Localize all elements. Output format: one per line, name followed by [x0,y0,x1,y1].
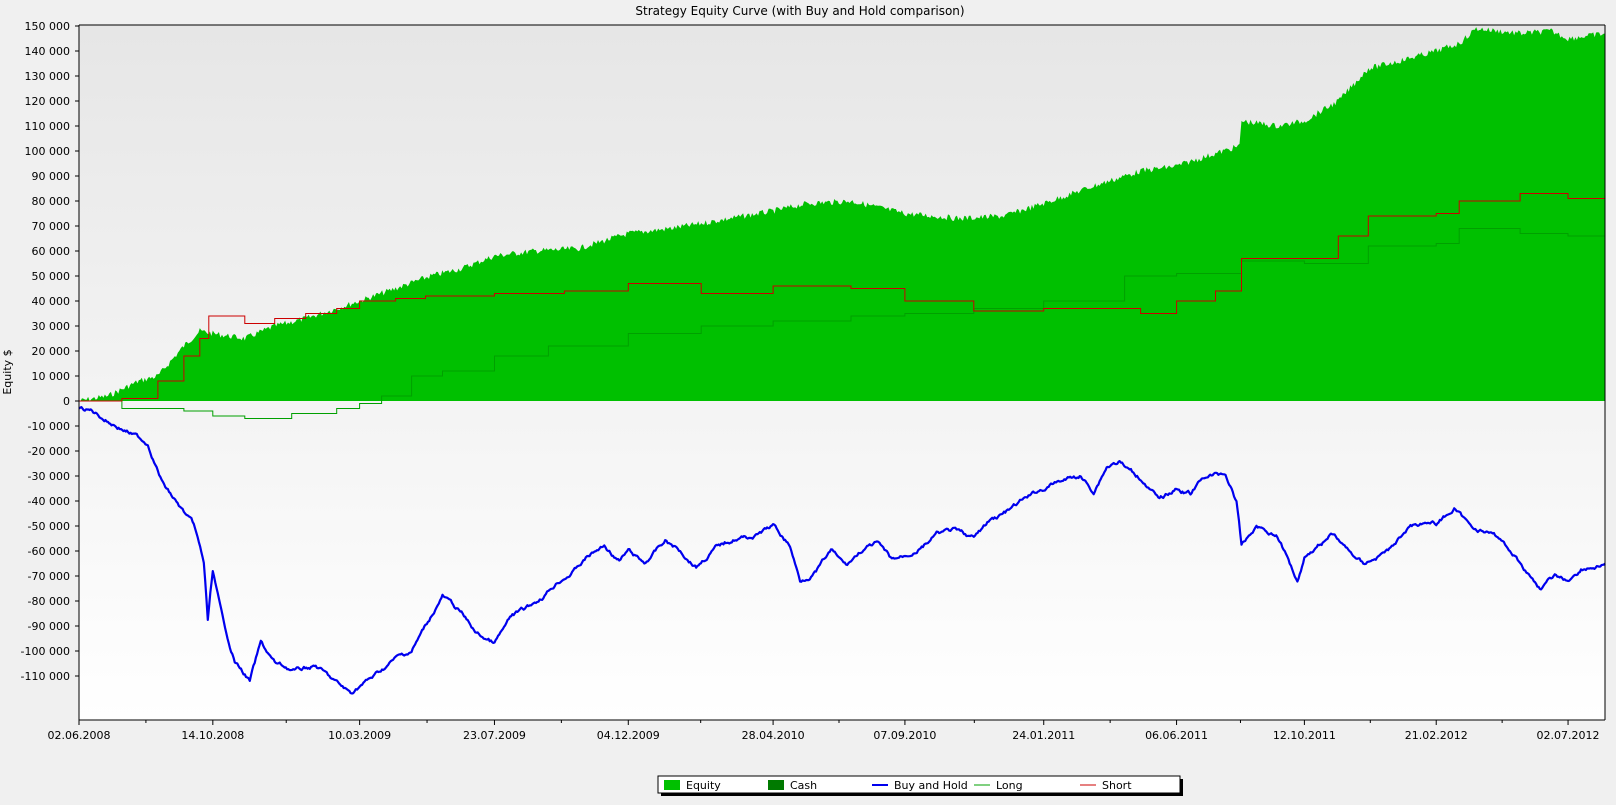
chart-title: Strategy Equity Curve (with Buy and Hold… [635,4,964,18]
y-tick-label: 30 000 [32,320,71,333]
x-tick-label: 21.02.2012 [1405,729,1468,742]
x-tick-label: 02.06.2008 [48,729,111,742]
y-tick-label: 90 000 [32,170,71,183]
x-tick-label: 02.07.2012 [1537,729,1600,742]
x-tick-label: 07.09.2010 [873,729,936,742]
y-tick-label: 20 000 [32,345,71,358]
legend-label-buy-and-hold: Buy and Hold [894,779,968,792]
x-tick-label: 14.10.2008 [181,729,244,742]
x-tick-label: 10.03.2009 [328,729,391,742]
y-tick-label: 40 000 [32,295,71,308]
legend-box [657,775,1181,794]
y-tick-label: 60 000 [32,245,71,258]
series-equity-area [79,27,1605,401]
x-tick-layer: 02.06.2008 14.10.2008 10.03.2009 23.07.2009… [48,720,1600,742]
y-tick-label: -20 000 [28,445,70,458]
y-tick-label: -60 000 [28,545,70,558]
y-tick-label: 10 000 [32,370,71,383]
y-tick-label: -50 000 [28,520,70,533]
y-tick-label: 140 000 [25,45,71,58]
y-tick-label: 120 000 [25,95,71,108]
y-tick-label: -40 000 [28,495,70,508]
y-tick-label: -110 000 [21,670,70,683]
series-layer [78,27,1606,695]
legend-label-long: Long [996,779,1023,792]
y-tick-label: 100 000 [25,145,71,158]
y-tick-label: -90 000 [28,620,70,633]
series-long-line [79,228,1605,419]
y-tick-label: 0 [63,395,70,408]
x-tick-label: 06.06.2011 [1145,729,1208,742]
legend-items: Equity Cash Buy and Hold Long Short [664,779,1132,792]
y-axis-label: Equity $ [1,349,14,394]
y-tick-layer: 150 000 140 000 130 000 120 000 110 000 100 0… [21,20,79,683]
legend-label-equity: Equity [686,779,721,792]
y-tick-label: -10 000 [28,420,70,433]
legend-label-short: Short [1102,779,1132,792]
x-tick-label: 24.01.2011 [1012,729,1075,742]
legend-swatch-equity [664,780,680,790]
y-tick-label: 50 000 [32,270,71,283]
series-buy-and-hold-line [78,406,1606,695]
legend: Equity Cash Buy and Hold Long Short [657,775,1183,796]
y-tick-label: -70 000 [28,570,70,583]
y-tick-label: 80 000 [32,195,71,208]
legend-label-cash: Cash [790,779,817,792]
y-tick-label: 110 000 [25,120,71,133]
y-tick-label: -100 000 [21,645,70,658]
y-tick-label: 150 000 [25,20,71,33]
y-tick-label: -80 000 [28,595,70,608]
series-short-line [79,193,1606,402]
x-tick-label: 23.07.2009 [463,729,526,742]
x-tick-label: 04.12.2009 [597,729,660,742]
x-tick-label: 28.04.2010 [742,729,805,742]
y-tick-label: 130 000 [25,70,71,83]
y-tick-label: -30 000 [28,470,70,483]
y-tick-label: 70 000 [32,220,71,233]
axes-layer [78,24,1606,721]
x-tick-label: 12.10.2011 [1273,729,1336,742]
legend-swatch-cash [768,780,784,790]
